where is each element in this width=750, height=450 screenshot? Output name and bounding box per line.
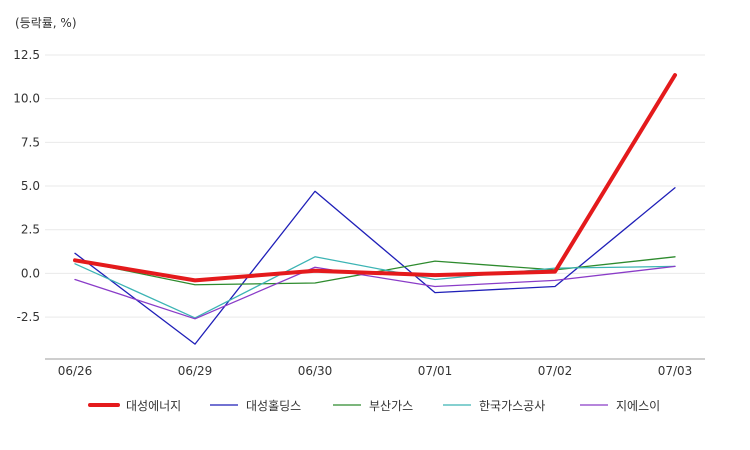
x-axis-ticks: 06/26 06/29 06/30 07/01 07/02 07/03 bbox=[58, 364, 693, 378]
x-tick-label: 06/30 bbox=[298, 364, 333, 378]
y-tick-label: 0.0 bbox=[21, 266, 40, 280]
legend-label: 부산가스 bbox=[369, 399, 413, 413]
y-axis-ticks: -2.5 0.0 2.5 5.0 7.5 10.0 12.5 bbox=[13, 48, 40, 324]
y-tick-label: -2.5 bbox=[17, 310, 40, 324]
y-tick-label: 10.0 bbox=[13, 92, 40, 106]
y-tick-label: 12.5 bbox=[13, 48, 40, 62]
legend-label: 대성홀딩스 bbox=[246, 399, 301, 413]
legend-item: 대성홀딩스 bbox=[210, 399, 301, 413]
legend-label: 지에스이 bbox=[616, 399, 660, 413]
y-axis-unit-label: (등락률, %) bbox=[15, 16, 77, 30]
y-tick-label: 2.5 bbox=[21, 223, 40, 237]
legend: 대성에너지 대성홀딩스 부산가스 한국가스공사 지에스이 bbox=[88, 399, 660, 413]
series-line bbox=[74, 187, 676, 345]
x-tick-label: 07/02 bbox=[538, 364, 573, 378]
y-tick-label: 5.0 bbox=[21, 179, 40, 193]
series-lines bbox=[73, 73, 677, 345]
legend-item: 대성에너지 bbox=[88, 399, 181, 413]
legend-item: 한국가스공사 bbox=[443, 399, 545, 413]
y-tick-label: 7.5 bbox=[21, 135, 40, 149]
x-tick-label: 07/03 bbox=[658, 364, 693, 378]
series-line bbox=[73, 73, 677, 283]
legend-label: 한국가스공사 bbox=[479, 399, 545, 413]
legend-item: 지에스이 bbox=[580, 399, 660, 413]
series-line bbox=[74, 265, 676, 320]
legend-item: 부산가스 bbox=[333, 399, 413, 413]
series-line bbox=[74, 256, 676, 319]
x-tick-label: 07/01 bbox=[418, 364, 453, 378]
x-tick-label: 06/29 bbox=[178, 364, 213, 378]
x-tick-label: 06/26 bbox=[58, 364, 93, 378]
legend-label: 대성에너지 bbox=[126, 399, 181, 413]
